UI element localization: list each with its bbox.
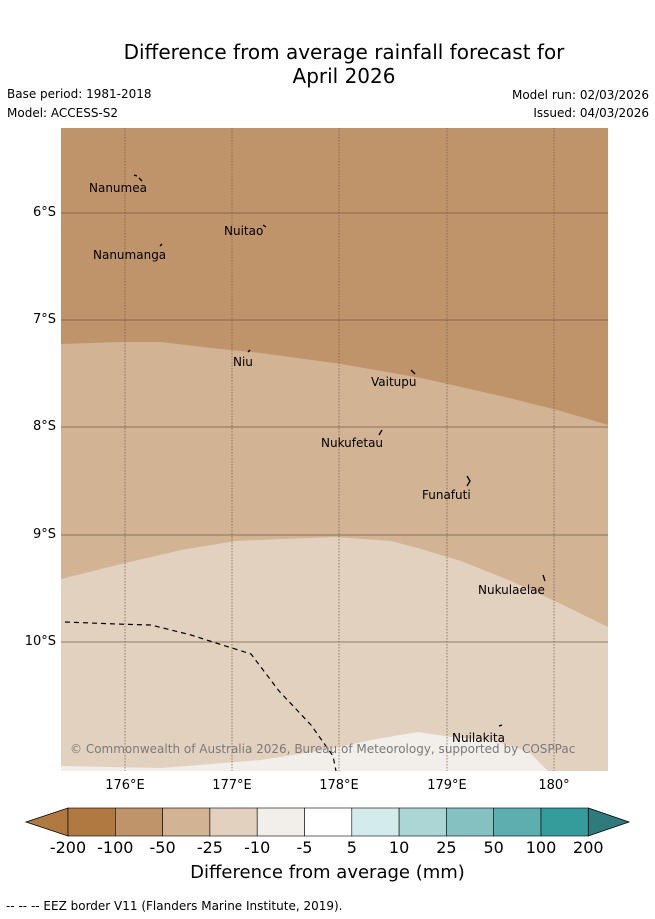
island-niu-shape [247,349,251,353]
x-tick-179e: 179°E [427,778,467,793]
colorbar-segment [398,807,447,837]
colorbar-extend-low [24,807,69,837]
colorbar-segment [540,807,589,837]
colorbar-tick-label: 200 [573,838,604,857]
y-tick-9s: 9°S [32,527,56,542]
y-tick-10s: 10°S [24,634,56,649]
island-vaitupu-shape [410,369,416,375]
label-niu: Niu [233,355,253,369]
island-nukulaelae-shape [542,574,546,582]
y-tick-7s: 7°S [32,312,56,327]
latitude-gridlines [61,212,608,643]
label-nukulaelae: Nukulaelae [478,583,545,597]
longitude-gridlines [124,128,555,771]
island-nuitao-shape [262,224,267,228]
x-tick-177e: 177°E [212,778,252,793]
title-line-1: Difference from average rainfall forecas… [123,40,565,64]
model-run: Model run: 02/03/2026 [511,88,649,102]
island-nuilakita-shape [498,724,503,727]
colorbar-segment [446,807,494,837]
island-labels: Nanumea Nuitao Nanumanga Niu Vaitupu Nuk… [89,181,545,745]
colorbar-segment [162,807,211,837]
colorbar-title: Difference from average (mm) [190,862,465,883]
colorbar-segment [304,807,353,837]
map-canvas: Nanumea Nuitao Nanumanga Niu Vaitupu Nuk… [61,128,608,771]
colorbar-segment [493,807,542,837]
x-tick-176e: 176°E [105,778,145,793]
colorbar-segment [351,807,400,837]
colorbar-segment [209,807,258,837]
eez-legend: -- -- -- EEZ border V11 (Flanders Marine… [6,899,343,913]
island-funafuti-shape [466,475,471,487]
eez-border [64,621,337,771]
y-tick-8s: 8°S [32,419,56,434]
island-nanumea-shape [133,174,143,182]
colorbar-tick-label: 50 [483,838,504,857]
island-nanumanga-shape [159,243,163,247]
island-nukufetau-shape [378,429,383,436]
colorbar-tick-label: -25 [196,838,223,857]
label-nukufetau: Nukufetau [321,436,383,450]
colorbar-tick-label: 10 [388,838,410,857]
label-nuitao: Nuitao [224,224,263,238]
issued-date: Issued: 04/03/2026 [533,106,649,120]
x-tick-180: 180° [538,778,570,793]
region-minus10 [61,732,548,771]
colorbar-segment [67,807,116,837]
colorbar-tick-label: 100 [525,838,557,857]
base-period: Base period: 1981-2018 [7,87,152,101]
colorbar-tick-label: -200 [49,838,87,857]
colorbar-extend-high [587,807,631,837]
island-shapes [133,174,546,727]
copyright-notice: © Commonwealth of Australia 2026, Bureau… [70,742,576,756]
title-line-2: April 2026 [292,64,396,88]
colorbar [24,807,631,837]
colorbar-tick-label: 25 [436,838,457,857]
map-title: Difference from average rainfall forecas… [0,40,655,88]
colorbar-segment [256,807,305,837]
model-name: Model: ACCESS-S2 [7,106,119,120]
colorbar-tick-label: 5 [346,838,357,857]
region-minus25 [61,537,608,771]
colorbar-tick-label: -5 [296,838,313,857]
rainfall-map[interactable]: Nanumea Nuitao Nanumanga Niu Vaitupu Nuk… [61,128,608,771]
label-vaitupu: Vaitupu [371,375,417,389]
label-funafuti: Funafuti [422,488,471,502]
colorbar-tick-label: -100 [97,838,134,857]
colorbar-tick-label: -10 [244,838,271,857]
label-nuilakita: Nuilakita [452,731,505,745]
y-tick-6s: 6°S [32,205,56,220]
label-nanumea: Nanumea [89,181,147,195]
label-nanumanga: Nanumanga [93,248,166,262]
colorbar-segment [115,807,163,837]
x-tick-178e: 178°E [319,778,359,793]
colorbar-tick-label: -50 [149,838,176,857]
